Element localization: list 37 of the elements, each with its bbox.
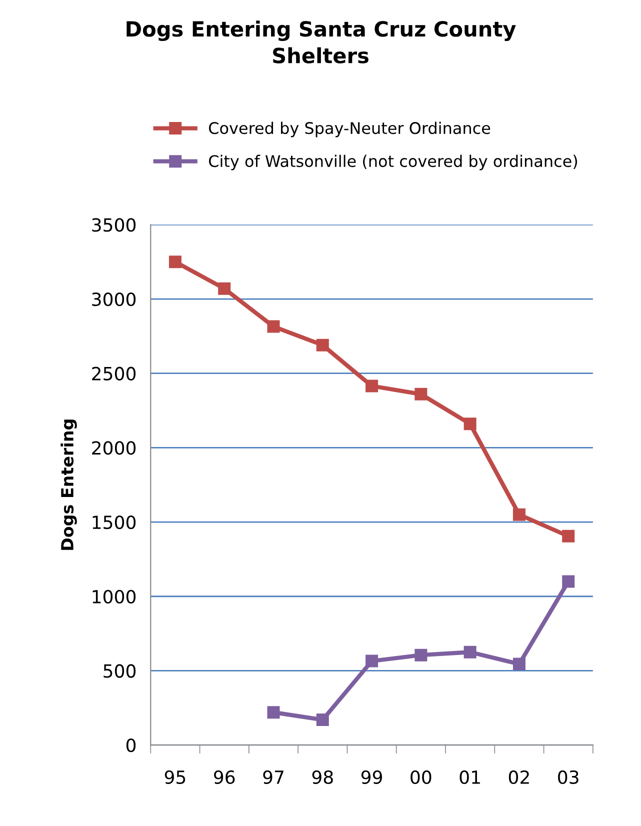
point [562, 575, 575, 588]
y-tick-label: 1000 [92, 590, 136, 604]
point [218, 282, 231, 295]
point [414, 648, 428, 662]
point [316, 338, 329, 352]
y-tick-label: 0 [126, 738, 136, 752]
point [512, 508, 526, 521]
point [414, 388, 428, 400]
y-tick-label: 3000 [92, 292, 136, 306]
y-tick-label: 1500 [92, 515, 136, 530]
x-tick-label: 96 [214, 770, 235, 784]
x-tick-label: 01 [460, 770, 480, 784]
point [512, 658, 526, 670]
legend-label: Covered by Spay-Neuter Ordinance [209, 122, 490, 138]
point [267, 320, 280, 333]
x-tick-label: 00 [410, 770, 432, 784]
y-axis-title: Dogs Entering [60, 420, 77, 550]
x-tick-label: 98 [312, 770, 333, 784]
x-tick-label: 03 [558, 770, 578, 784]
y-tick-label: 2500 [92, 366, 136, 380]
x-tick-label: 97 [263, 770, 284, 784]
legend-label: City of Watsonville (not covered by ordinance) [209, 154, 578, 170]
point [464, 418, 476, 430]
point [562, 530, 575, 542]
point [366, 380, 378, 392]
x-tick-label: 95 [164, 770, 186, 784]
y-tick-label: 500 [104, 664, 136, 678]
chart-title: Dogs Entering Santa Cruz County Shelters [126, 20, 516, 64]
x-tick-label: 99 [361, 770, 382, 784]
y-tick-label: 3500 [92, 218, 136, 232]
point [366, 654, 378, 668]
point [267, 706, 280, 719]
point [464, 646, 476, 658]
point [168, 256, 182, 268]
x-tick-label: 02 [508, 770, 529, 784]
point [316, 714, 329, 726]
y-tick-label: 2000 [92, 441, 136, 455]
